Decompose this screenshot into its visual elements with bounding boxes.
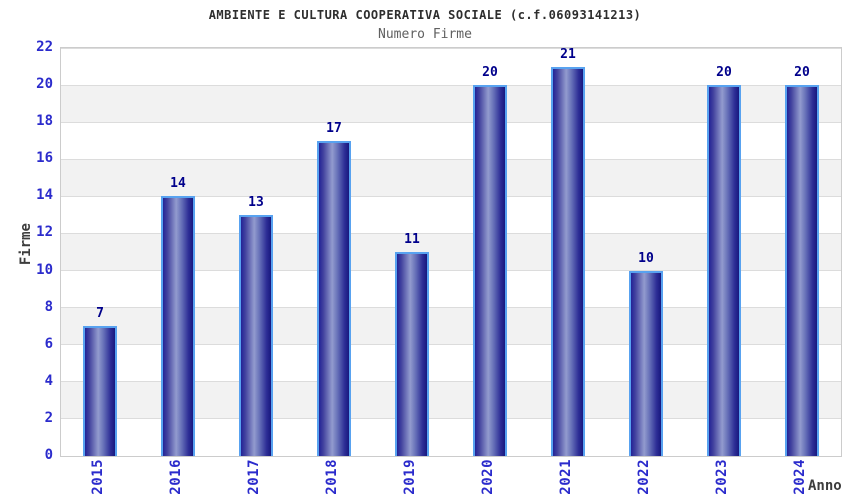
bar-value-label: 17 — [326, 120, 342, 136]
bar — [551, 66, 585, 456]
y-tick-label: 0 — [44, 447, 53, 463]
plot-band — [61, 48, 841, 86]
gridline — [61, 270, 841, 272]
bar-value-label: 7 — [96, 306, 104, 322]
bar — [395, 252, 429, 456]
gridline — [61, 121, 841, 123]
bar-value-label: 20 — [482, 65, 498, 81]
gridline — [61, 307, 841, 309]
gridline — [61, 158, 841, 160]
gridline — [61, 84, 841, 86]
x-tick-label: 2015 — [90, 459, 106, 495]
y-tick-label: 16 — [36, 150, 53, 167]
gridline — [61, 344, 841, 346]
gridline — [61, 418, 841, 420]
bar-value-label: 20 — [716, 65, 732, 81]
y-tick-label: 22 — [36, 39, 53, 55]
bar — [83, 326, 117, 456]
y-tick-label: 8 — [44, 298, 53, 315]
x-tick-label: 2017 — [246, 459, 262, 495]
y-tick-label: 20 — [36, 76, 53, 93]
x-axis-title: Anno — [808, 478, 842, 494]
x-tick-label: 2021 — [558, 459, 574, 495]
plot-area: 7 14 13 17 11 20 21 10 20 20 — [60, 47, 842, 457]
bar — [785, 85, 819, 456]
y-tick-label: 12 — [36, 224, 53, 241]
gridline — [61, 381, 841, 383]
x-tick-label: 2018 — [324, 459, 340, 495]
bar-value-label: 11 — [404, 232, 420, 247]
gridline — [61, 195, 841, 197]
bar-value-label: 20 — [794, 65, 810, 81]
bar-value-label: 13 — [248, 194, 264, 210]
chart-title: AMBIENTE E CULTURA COOPERATIVA SOCIALE (… — [208, 8, 642, 22]
y-tick-label: 6 — [44, 335, 53, 352]
bar — [239, 214, 273, 456]
y-tick-label: 2 — [44, 409, 53, 426]
bar — [473, 85, 507, 456]
y-tick-label: 10 — [36, 261, 53, 278]
x-tick-label: 2023 — [714, 459, 730, 495]
bar — [629, 270, 663, 456]
x-tick-label: 2016 — [168, 459, 184, 495]
y-tick-label: 14 — [36, 187, 53, 204]
bar-value-label: 10 — [638, 250, 654, 266]
chart-subtitle: Numero Firme — [378, 27, 472, 42]
bar-value-label: 21 — [560, 46, 576, 62]
x-tick-label: 2024 — [792, 459, 808, 495]
x-tick-label: 2022 — [636, 459, 652, 495]
bar — [707, 85, 741, 456]
y-tick-label: 18 — [36, 113, 53, 130]
bar-value-label: 14 — [170, 176, 186, 192]
bar — [317, 140, 351, 456]
gridline — [61, 47, 841, 49]
x-tick-label: 2020 — [480, 459, 496, 495]
y-tick-label: 4 — [44, 372, 53, 389]
gridline — [61, 232, 841, 234]
x-tick-label: 2019 — [402, 459, 418, 495]
bar — [161, 196, 195, 456]
